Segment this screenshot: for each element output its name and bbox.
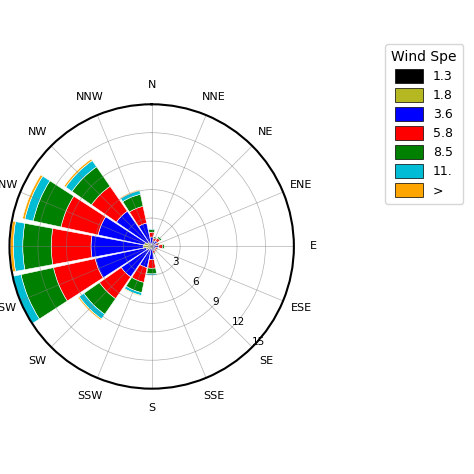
Bar	[148, 247, 151, 250]
Bar	[78, 297, 101, 320]
Bar	[146, 275, 157, 276]
Bar	[152, 241, 157, 246]
Bar	[117, 211, 149, 244]
Bar	[139, 223, 151, 244]
Bar	[155, 250, 157, 252]
Bar	[79, 293, 105, 319]
Bar	[154, 249, 156, 251]
Bar	[154, 237, 157, 239]
Bar	[155, 247, 157, 250]
Bar	[140, 249, 151, 268]
Bar	[21, 268, 67, 319]
Bar	[147, 268, 156, 274]
Bar	[125, 286, 142, 295]
Bar	[153, 252, 156, 255]
Bar	[146, 247, 150, 250]
Bar	[158, 245, 163, 248]
Bar	[155, 243, 158, 246]
Bar	[151, 247, 152, 248]
Bar	[157, 237, 162, 241]
Bar	[153, 244, 156, 246]
Bar	[157, 248, 159, 250]
Bar	[98, 217, 146, 245]
Bar	[149, 248, 154, 260]
Bar	[91, 186, 128, 222]
Bar	[154, 254, 156, 255]
Bar	[162, 244, 164, 249]
Bar	[100, 267, 131, 299]
Bar	[132, 264, 147, 283]
Legend: 1.3, 1.8, 3.6, 5.8, 8.5, 11., >: 1.3, 1.8, 3.6, 5.8, 8.5, 11., >	[385, 44, 463, 204]
Bar	[150, 244, 152, 246]
Bar	[129, 206, 146, 226]
Bar	[12, 274, 39, 324]
Bar	[61, 196, 106, 235]
Bar	[150, 237, 154, 245]
Bar	[66, 161, 97, 191]
Bar	[13, 222, 25, 271]
Bar	[51, 228, 92, 264]
Bar	[121, 249, 149, 277]
Bar	[157, 242, 160, 245]
Bar	[143, 245, 150, 248]
Bar	[158, 242, 160, 245]
Bar	[120, 190, 140, 199]
Bar	[156, 251, 158, 253]
Bar	[164, 244, 165, 249]
Bar	[23, 223, 53, 270]
Bar	[154, 236, 157, 238]
Bar	[145, 243, 150, 246]
Bar	[152, 247, 154, 251]
Bar	[150, 246, 152, 247]
Bar	[72, 167, 110, 205]
Bar	[152, 246, 155, 249]
Bar	[159, 236, 163, 239]
Bar	[25, 176, 50, 221]
Bar	[149, 229, 155, 232]
Bar	[159, 236, 162, 239]
Bar	[153, 250, 155, 253]
Bar	[157, 248, 158, 250]
Bar	[64, 159, 92, 187]
Bar	[9, 277, 31, 326]
Bar	[124, 289, 141, 296]
Bar	[148, 228, 155, 230]
Bar	[123, 194, 143, 212]
Bar	[150, 246, 152, 247]
Bar	[153, 238, 156, 242]
Bar	[153, 245, 159, 248]
Bar	[149, 232, 154, 237]
Bar	[84, 283, 116, 314]
Bar	[148, 260, 155, 268]
Bar	[23, 175, 43, 219]
Bar	[54, 259, 103, 301]
Bar	[10, 221, 16, 272]
Bar	[121, 191, 140, 201]
Bar	[148, 228, 155, 229]
Bar	[159, 242, 160, 245]
Bar	[154, 236, 157, 237]
Bar	[154, 253, 156, 255]
Bar	[147, 242, 151, 246]
Bar	[152, 247, 155, 250]
Bar	[155, 250, 158, 253]
Bar	[151, 246, 152, 247]
Bar	[158, 248, 159, 250]
Bar	[146, 273, 157, 275]
Bar	[33, 181, 74, 227]
Bar	[126, 277, 144, 292]
Bar	[151, 245, 152, 246]
Bar	[150, 247, 152, 249]
Bar	[155, 238, 160, 243]
Bar	[95, 248, 147, 278]
Bar	[91, 236, 143, 257]
Bar	[152, 241, 155, 246]
